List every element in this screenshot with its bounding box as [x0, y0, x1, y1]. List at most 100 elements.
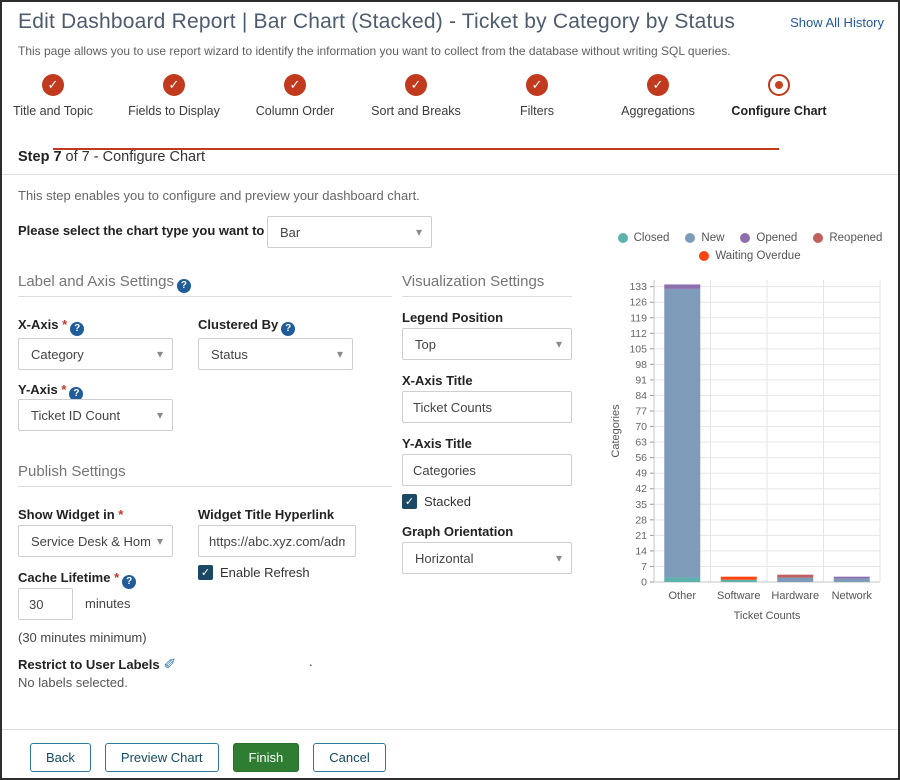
svg-text:Ticket Counts: Ticket Counts [734, 610, 801, 622]
clustered-by-value: Status [211, 346, 248, 362]
x-axis-select[interactable]: Category ▾ [18, 338, 173, 370]
svg-text:63: 63 [635, 437, 647, 449]
chevron-down-icon: ▾ [336, 347, 343, 361]
stray-dot: . [309, 654, 313, 669]
required-asterisk: * [114, 570, 120, 585]
enable-refresh-checkbox[interactable]: ✓ Enable Refresh [198, 565, 310, 580]
show-all-history-link[interactable]: Show All History [790, 15, 884, 30]
step-description: This step enables you to configure and p… [18, 188, 420, 203]
check-icon: ✓ [405, 74, 427, 96]
svg-text:7: 7 [641, 561, 647, 573]
help-icon[interactable]: ? [176, 278, 191, 293]
help-icon[interactable]: ? [70, 321, 85, 336]
enable-refresh-label: Enable Refresh [220, 565, 310, 580]
footer-actions: Back Preview Chart Finish Cancel [30, 743, 386, 772]
chevron-down-icon: ▾ [156, 347, 163, 361]
svg-text:Hardware: Hardware [771, 590, 819, 602]
legend-item-reopened: Reopened [813, 232, 882, 244]
step-heading-bar: Step 7 of 7 - Configure Chart [2, 142, 898, 175]
stepper-step-sort-and-breaks[interactable]: ✓ Sort and Breaks [356, 74, 476, 118]
publish-heading: Publish Settings [18, 463, 126, 480]
stepper-step-column-order[interactable]: ✓ Column Order [235, 74, 355, 118]
required-asterisk: * [61, 382, 67, 397]
no-labels-text: No labels selected. [18, 675, 128, 690]
legend-label: New [701, 232, 725, 244]
cancel-button[interactable]: Cancel [313, 743, 386, 772]
legend-dot-icon [740, 233, 751, 243]
cache-lifetime-input[interactable] [18, 588, 73, 620]
svg-text:14: 14 [635, 545, 647, 557]
svg-text:42: 42 [635, 483, 647, 495]
graph-orientation-label: Graph Orientation [402, 524, 514, 539]
svg-text:21: 21 [635, 530, 647, 542]
stacked-label: Stacked [424, 494, 471, 509]
finish-button[interactable]: Finish [232, 743, 300, 772]
stepper-step-label: Aggregations [621, 104, 695, 118]
legend-position-select[interactable]: Top ▾ [402, 328, 572, 360]
svg-text:77: 77 [635, 406, 647, 418]
chevron-down-icon: ▾ [156, 408, 163, 422]
svg-text:Network: Network [832, 590, 873, 602]
show-widget-label: Show Widget in * [18, 507, 124, 522]
stacked-checkbox[interactable]: ✓ Stacked [402, 494, 471, 509]
chart-preview: Closed New Opened Reopened Waiting Overdue 0… [608, 232, 892, 651]
help-icon[interactable]: ? [69, 386, 84, 401]
stepper-step-configure-chart[interactable]: Configure Chart [719, 74, 839, 118]
svg-text:119: 119 [630, 312, 647, 324]
cache-minimum-note: (30 minutes minimum) [18, 630, 147, 645]
legend-dot-icon [685, 233, 696, 243]
section-divider [402, 296, 572, 297]
stepper-step-title-and-topic[interactable]: ✓ Title and Topic [2, 74, 113, 118]
legend-item-waiting-overdue: Waiting Overdue [699, 250, 801, 262]
legend-label: Reopened [829, 232, 883, 244]
step-heading-rest: of 7 - Configure Chart [61, 149, 205, 165]
widget-hyperlink-input[interactable] [198, 525, 356, 557]
chart-type-select[interactable]: Bar ▾ [267, 216, 432, 248]
step-number: Step 7 [18, 149, 62, 165]
clustered-by-select[interactable]: Status ▾ [198, 338, 353, 370]
preview-chart-button[interactable]: Preview Chart [104, 743, 219, 772]
stepper-line [53, 148, 779, 150]
stepper-step-label: Sort and Breaks [371, 104, 461, 118]
svg-text:Other: Other [668, 590, 696, 602]
stepper-step-fields-to-display[interactable]: ✓ Fields to Display [114, 74, 234, 118]
check-icon: ✓ [647, 74, 669, 96]
restrict-labels-label: Restrict to User Labels ✐ [18, 656, 177, 673]
check-icon: ✓ [284, 74, 306, 96]
y-axis-title-input[interactable] [402, 454, 572, 486]
stacked-bar-chart: 0 7 14 21 28 35 42 49 56 63 70 77 84 91 98 105 112 119 126… [610, 280, 881, 622]
legend-position-value: Top [415, 336, 436, 352]
required-asterisk: * [62, 317, 68, 332]
show-widget-select[interactable]: Service Desk & Hom... ▾ [18, 525, 173, 557]
stepper-step-label: Title and Topic [13, 104, 93, 118]
check-icon: ✓ [163, 74, 185, 96]
visualization-heading: Visualization Settings [402, 273, 545, 290]
svg-text:Categories: Categories [610, 404, 622, 458]
help-icon[interactable]: ? [122, 574, 137, 589]
stepper-step-aggregations[interactable]: ✓ Aggregations [598, 74, 718, 118]
checkbox-check-icon: ✓ [402, 494, 417, 509]
x-axis-title-label: X-Axis Title [402, 373, 473, 388]
edit-pencil-icon[interactable]: ✐ [163, 656, 177, 673]
section-divider [18, 486, 392, 487]
stepper-step-filters[interactable]: ✓ Filters [477, 74, 597, 118]
svg-text:105: 105 [629, 343, 647, 355]
stepper-step-label: Column Order [255, 104, 335, 118]
step-heading: Step 7 of 7 - Configure Chart [18, 149, 205, 165]
back-button[interactable]: Back [30, 743, 91, 772]
stepper-step-label: Configure Chart [731, 104, 827, 118]
show-widget-value: Service Desk & Hom... [31, 533, 150, 549]
legend-item-opened: Opened [740, 232, 797, 244]
wizard-stepper: ✓ Title and Topic ✓ Fields to Display ✓ Colum… [2, 66, 898, 150]
cache-unit-label: minutes [85, 596, 131, 611]
x-axis-title-input[interactable] [402, 391, 572, 423]
label-axis-heading: Label and Axis Settings? [18, 273, 191, 293]
legend-item-closed: Closed [617, 232, 669, 244]
legend-dot-icon [813, 233, 824, 243]
page-subtitle: This page allows you to use report wizar… [18, 44, 731, 58]
graph-orientation-select[interactable]: Horizontal ▾ [402, 542, 572, 574]
y-axis-select[interactable]: Ticket ID Count ▾ [18, 399, 173, 431]
help-icon[interactable]: ? [281, 321, 296, 336]
clustered-by-label: Clustered By? [198, 317, 296, 336]
